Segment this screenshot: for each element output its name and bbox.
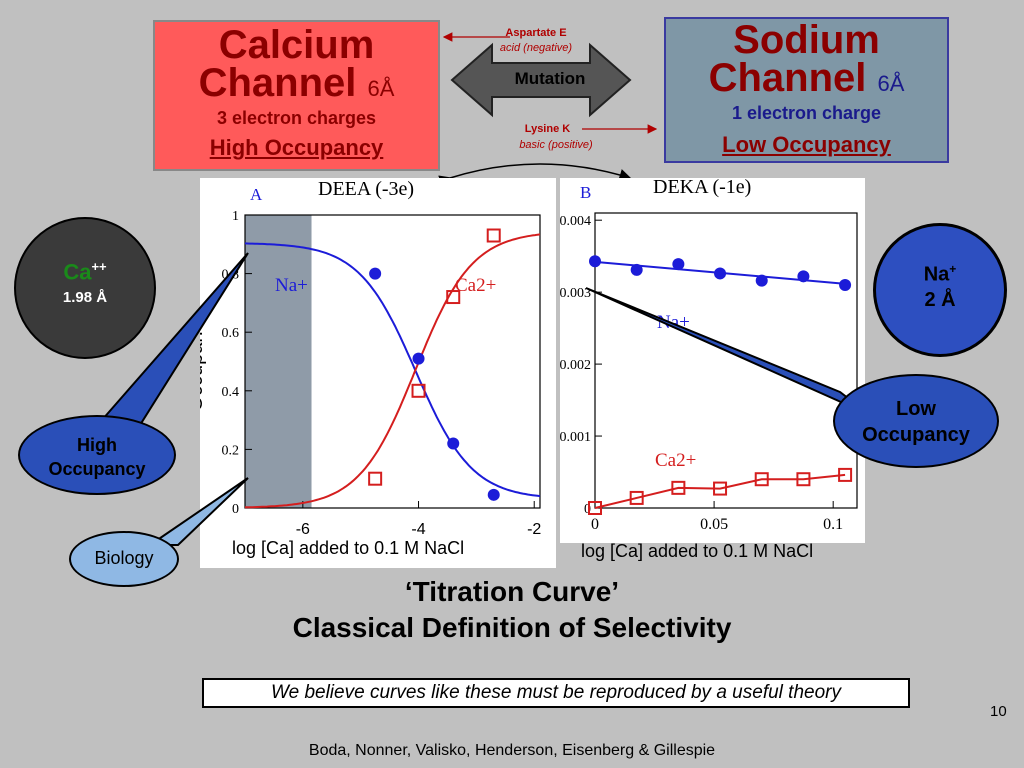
- plot-frame: [594, 212, 858, 509]
- data-point-na: [412, 352, 425, 365]
- page-number: 10: [990, 703, 1007, 720]
- calcium-charges: 3 electron charges: [216, 108, 377, 128]
- theory-note: We believe curves like these must be rep…: [202, 678, 910, 708]
- data-point-ca: [754, 472, 769, 487]
- biology-callout: Biology: [69, 531, 179, 587]
- y-tick-label: 0.004: [560, 214, 591, 229]
- data-point-ca: [796, 472, 811, 487]
- data-point-ca: [671, 480, 686, 495]
- na-ion-symbol: Na: [923, 263, 950, 286]
- y-tick-label: 0.003: [560, 286, 591, 301]
- plot-frame: [244, 214, 541, 509]
- x-tick-label: 0.05: [700, 516, 728, 533]
- y-tick-label: 0.002: [560, 358, 591, 373]
- x-tick-label: -4: [411, 521, 425, 538]
- ca-ion-symbol: Ca: [63, 259, 92, 285]
- sodium-title-line2: Channel 6Å: [666, 56, 947, 103]
- chart-title: DEEA (-3e): [318, 178, 414, 200]
- data-point-na: [797, 270, 810, 283]
- y-tick-label: 1: [232, 209, 239, 224]
- na-ion-radius: 2 Å: [924, 288, 956, 311]
- data-point-ca: [838, 467, 853, 482]
- calcium-occupancy: High Occupancy: [209, 135, 384, 160]
- x-tick-label: -6: [296, 521, 310, 538]
- chart-b-xlabel: log [Ca] added to 0.1 M NaCl: [581, 541, 814, 561]
- biology-text: Biology: [94, 548, 154, 568]
- low-occupancy-callout: Low Occupancy: [833, 374, 999, 468]
- authors: Boda, Nonner, Valisko, Henderson, Eisenb…: [308, 742, 716, 759]
- series-label-ca: Ca2+: [455, 275, 496, 296]
- na-ion-symbol-line: Na+: [876, 262, 1004, 287]
- y-axis-label: Occupancy: [200, 311, 207, 411]
- sodium-title-word: Channel: [708, 56, 867, 100]
- calcium-channel-box: Calcium Channel 6Å 3 electron charges Hi…: [153, 20, 440, 171]
- data-point-na: [630, 263, 643, 276]
- series-line-ca: [594, 473, 846, 509]
- lysine-label: Lysine K: [524, 123, 571, 135]
- chart-title: DEKA (-1e): [653, 178, 751, 198]
- data-point-na: [369, 267, 382, 280]
- x-tick-label: 0: [591, 516, 599, 533]
- mutation-arrows: [438, 32, 658, 187]
- sodium-channel-box: Sodium Channel 6Å 1 electron charge Low …: [664, 17, 949, 163]
- calcium-title-word: Channel: [198, 61, 357, 105]
- data-point-ca: [368, 471, 383, 486]
- data-point-ca: [486, 228, 501, 243]
- y-tick-label: 0.4: [222, 385, 240, 400]
- aspartate-label: Aspartate E: [505, 27, 567, 39]
- sodium-occupancy: Low Occupancy: [722, 132, 891, 157]
- ca-ion-charge: ++: [91, 259, 107, 274]
- series-line-ca: [245, 233, 541, 509]
- mutation-double-arrow: [450, 42, 632, 118]
- data-point-na: [589, 255, 601, 268]
- series-label-ca: Ca2+: [655, 450, 696, 471]
- calcium-size: 6Å: [367, 76, 395, 101]
- mutation-label: Mutation: [514, 69, 586, 88]
- y-tick-label: 0.001: [560, 430, 591, 445]
- calcium-title-line2: Channel 6Å: [155, 61, 438, 108]
- panel-label: B: [580, 183, 591, 202]
- y-tick-label: 0: [584, 502, 591, 517]
- data-point-ca: [588, 501, 602, 515]
- low-occupancy-text: Low Occupancy: [862, 398, 970, 446]
- data-point-na: [755, 274, 768, 287]
- high-occupancy-callout: High Occupancy: [18, 415, 176, 495]
- y-tick-label: 0.2: [222, 443, 240, 458]
- data-point-ca: [713, 481, 728, 496]
- calcium-title-line1: Calcium: [218, 23, 375, 67]
- panel-label: A: [250, 185, 263, 204]
- data-point-ca: [446, 290, 461, 305]
- ca-ion-radius: 1.98 Å: [62, 289, 108, 307]
- ca-ion-circle: Ca++ 1.98 Å: [14, 217, 156, 359]
- high-occupancy-text: High Occupancy: [48, 435, 146, 479]
- series-label-na: Na+: [275, 275, 308, 296]
- data-point-na: [714, 267, 727, 280]
- sodium-size: 6Å: [877, 71, 905, 96]
- aspartate-desc: acid (negative): [499, 42, 573, 54]
- chart-a-xlabel: log [Ca] added to 0.1 M NaCl: [232, 538, 465, 558]
- data-point-na: [487, 488, 500, 501]
- ca-ion-symbol-line: Ca++: [16, 259, 154, 285]
- data-point-na: [447, 437, 460, 450]
- biology-range-band: [245, 215, 312, 508]
- data-point-na: [672, 258, 685, 271]
- x-tick-label: -2: [527, 521, 541, 538]
- y-tick-label: 0.6: [222, 326, 240, 341]
- slide-subtitle: Classical Definition of Selectivity: [292, 612, 732, 643]
- plot-b-background: [560, 178, 865, 543]
- series-line-na: [244, 242, 541, 498]
- sodium-charges: 1 electron charge: [731, 103, 882, 123]
- data-point-na: [839, 278, 852, 291]
- slide-title: ‘Titration Curve’: [404, 576, 620, 607]
- na-ion-charge: +: [949, 262, 957, 276]
- y-tick-label: 0: [232, 502, 239, 517]
- lysine-desc: basic (positive): [519, 139, 593, 151]
- data-point-ca: [411, 383, 426, 398]
- na-ion-circle: Na+ 2 Å: [873, 223, 1007, 357]
- sodium-title-line1: Sodium: [733, 18, 880, 62]
- x-tick-label: 0.1: [823, 516, 843, 533]
- data-point-ca: [629, 490, 644, 505]
